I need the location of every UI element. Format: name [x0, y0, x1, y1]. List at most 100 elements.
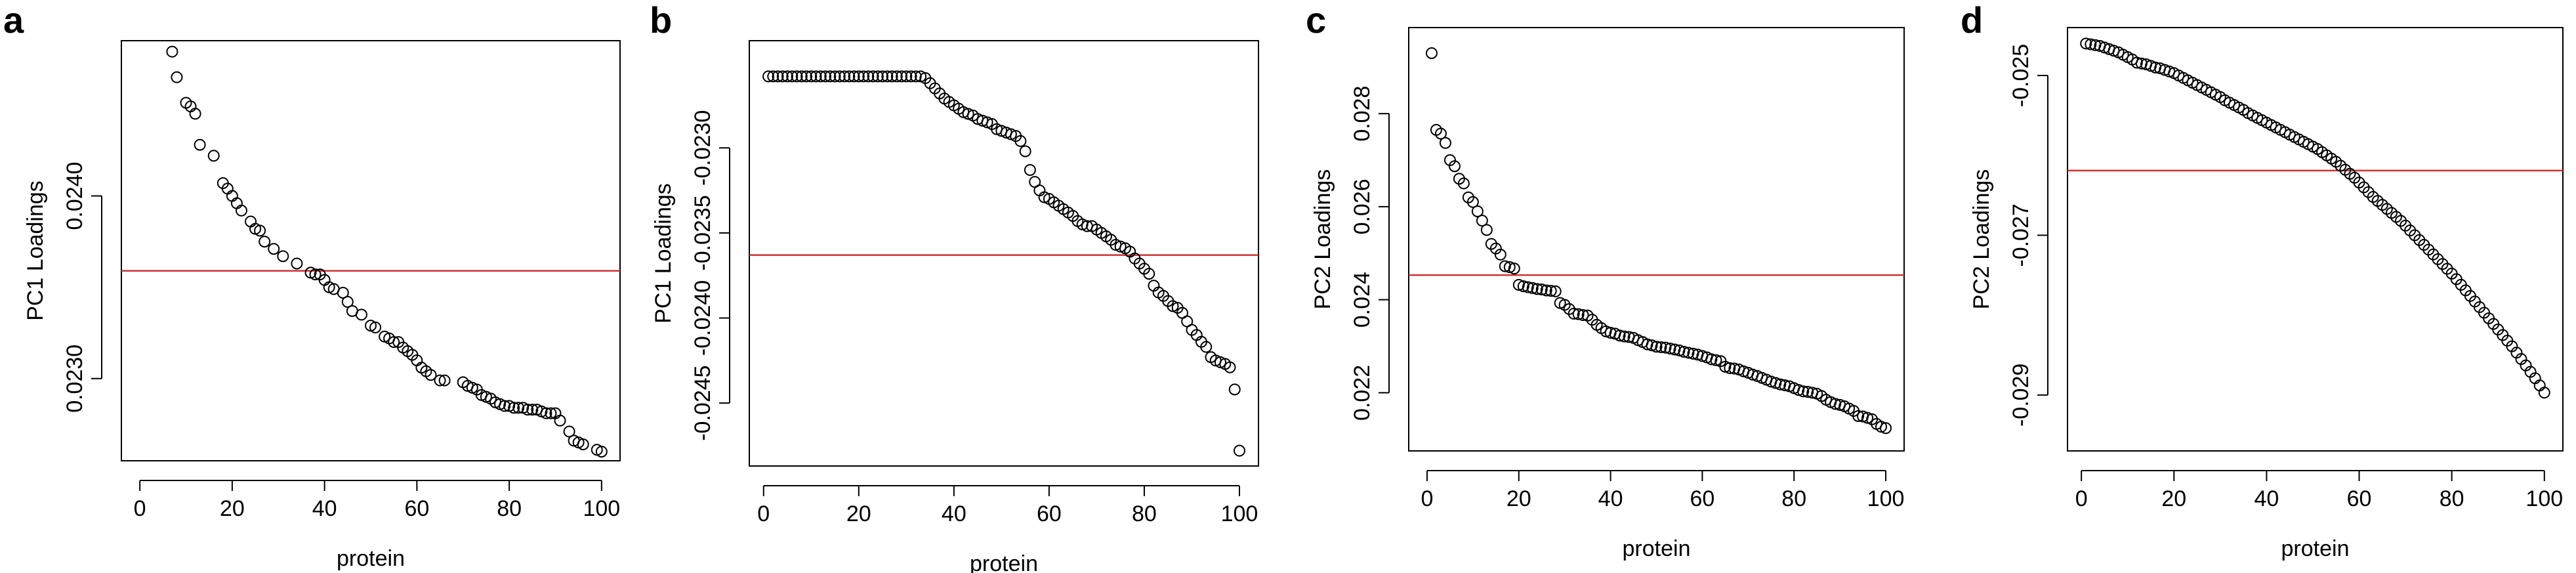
data-point: [1480, 224, 1493, 236]
data-point: [337, 287, 349, 299]
x-tick-label: 80: [1132, 501, 1157, 526]
y-tick-label: -0.025: [2008, 44, 2033, 107]
data-point: [772, 70, 784, 83]
x-axis-title: protein: [2281, 536, 2350, 561]
data-point: [526, 404, 539, 416]
data-point: [781, 70, 794, 83]
data-point: [1476, 215, 1488, 227]
data-point: [1499, 260, 1511, 272]
x-axis-title: protein: [1623, 536, 1691, 561]
data-point: [1228, 383, 1241, 396]
x-tick-label: 60: [2347, 486, 2372, 511]
x-tick-label: 40: [2254, 486, 2279, 511]
data-point: [254, 224, 266, 237]
plot-frame: [121, 40, 621, 461]
y-axis-title: PC1 Loadings: [651, 183, 676, 324]
data-point: [843, 70, 856, 83]
data-point: [867, 70, 879, 83]
x-tick-label: 20: [220, 496, 245, 521]
panel-label: b: [650, 0, 672, 41]
data-point: [166, 45, 178, 58]
x-tick-label: 40: [312, 496, 337, 521]
data-point: [896, 70, 908, 83]
data-point: [877, 70, 889, 83]
data-point: [1669, 343, 1681, 356]
x-tick-label: 20: [846, 501, 871, 526]
data-point: [1655, 341, 1667, 353]
data-point: [1167, 300, 1179, 312]
x-tick-label: 40: [942, 501, 966, 526]
data-point: [545, 407, 557, 419]
data-point: [1880, 422, 1892, 435]
data-point: [1494, 248, 1506, 261]
data-point: [1503, 261, 1516, 274]
data-point: [1650, 341, 1663, 353]
data-point: [909, 70, 922, 83]
data-point: [900, 70, 913, 83]
data-point: [1793, 384, 1805, 396]
data-point: [1705, 353, 1718, 366]
x-tick-label: 80: [2440, 486, 2464, 511]
data-point: [795, 70, 808, 83]
data-point: [425, 369, 437, 381]
data-point: [1540, 284, 1552, 297]
data-point: [1517, 280, 1529, 293]
data-point: [259, 236, 271, 248]
data-point: [833, 70, 846, 83]
data-point: [2130, 56, 2143, 69]
data-point: [1214, 356, 1226, 368]
data-point: [1646, 339, 1658, 352]
data-point: [1861, 412, 1874, 424]
data-point: [1568, 307, 1580, 320]
data-point: [512, 402, 525, 414]
data-point: [915, 70, 927, 83]
data-point: [1143, 268, 1155, 280]
y-axis-title: PC2 Loadings: [1310, 169, 1335, 310]
data-point: [1774, 378, 1787, 391]
data-point: [848, 70, 860, 83]
data-point: [1024, 163, 1036, 176]
x-tick-label: 100: [1221, 501, 1258, 526]
data-point: [595, 446, 608, 458]
x-tick-label: 100: [583, 496, 620, 521]
x-tick-label: 60: [1037, 501, 1062, 526]
x-tick-label: 0: [1421, 486, 1434, 511]
data-point: [886, 70, 898, 83]
plot-frame: [1408, 27, 1905, 452]
data-point: [194, 138, 206, 151]
data-point: [1005, 128, 1017, 140]
y-tick-label: 0.026: [1350, 179, 1375, 234]
y-tick-label: 0.0230: [62, 345, 87, 413]
data-point: [207, 150, 220, 162]
data-point: [508, 402, 520, 414]
data-point: [1687, 347, 1699, 360]
data-point: [881, 70, 894, 83]
y-tick-label: 0.028: [1350, 86, 1375, 142]
data-point: [235, 204, 247, 217]
data-point: [1664, 343, 1676, 355]
data-point: [767, 70, 779, 83]
data-point: [1512, 278, 1525, 291]
data-point: [1673, 344, 1686, 356]
data-point: [962, 108, 974, 120]
data-point: [1875, 421, 1888, 433]
data-point: [1535, 284, 1548, 296]
data-point: [1522, 281, 1534, 293]
data-point: [1724, 362, 1736, 374]
data-point: [1430, 123, 1442, 136]
data-point: [1802, 385, 1814, 398]
data-point: [871, 70, 884, 83]
x-tick-label: 80: [1781, 486, 1806, 511]
plot-frame: [2067, 27, 2564, 452]
panel-label: d: [1961, 0, 1983, 41]
data-point: [522, 404, 534, 416]
data-point: [1224, 361, 1236, 373]
data-point: [434, 374, 446, 387]
data-point: [1549, 285, 1562, 297]
data-point: [1545, 285, 1557, 297]
x-tick-label: 80: [497, 496, 522, 521]
data-point: [540, 407, 552, 419]
data-point: [1200, 341, 1213, 353]
data-point: [1678, 346, 1690, 358]
